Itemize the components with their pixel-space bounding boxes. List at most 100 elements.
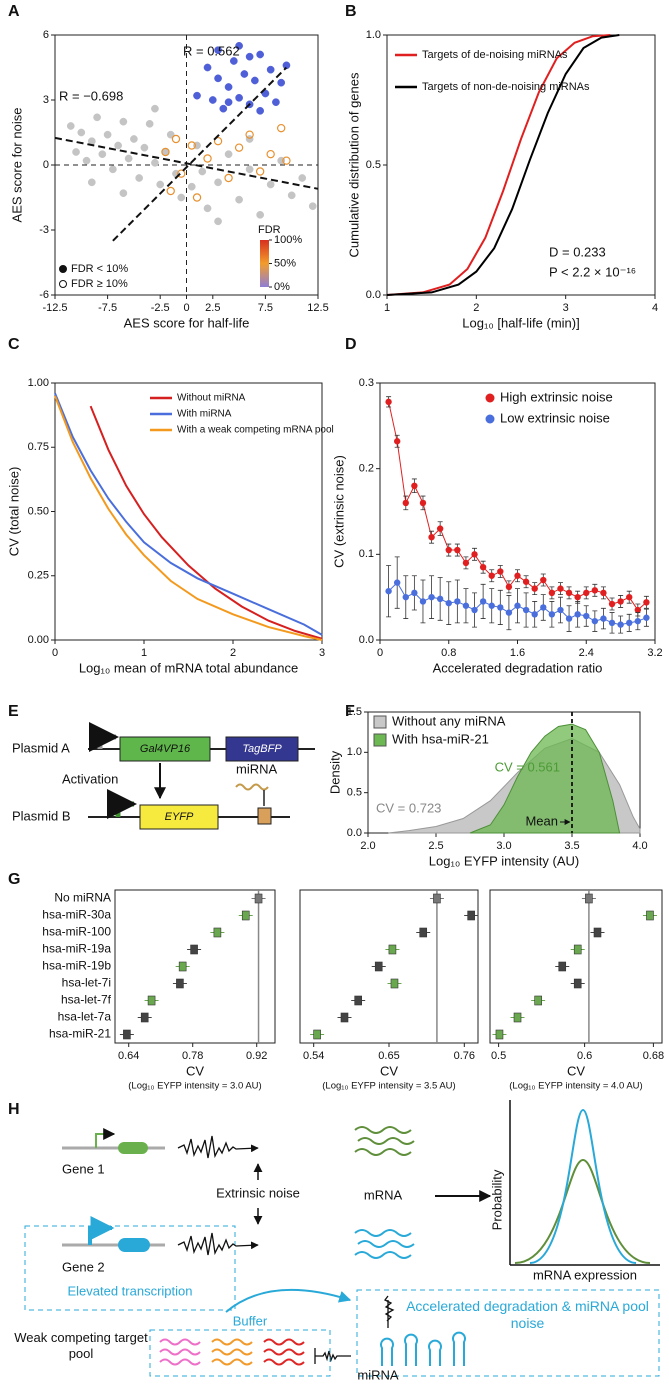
box-marker [467,910,475,921]
legend-label: FDR < 10% [71,263,128,275]
line [386,34,611,296]
scatter-point [235,195,243,204]
buffer-label: Buffer [233,1313,268,1328]
x-tick-label: -12.5 [42,302,67,314]
line [54,392,323,636]
gene-label: Gene 1 [62,1161,105,1176]
promoter [89,722,119,752]
legend-marker [59,265,67,273]
legend-label: With a weak competing mRNA pool [177,425,334,436]
plot-frame [299,889,479,1044]
x-tick-label: -7.5 [98,302,117,314]
target-waves [263,1338,305,1366]
annotation: D = 0.233 [549,244,606,259]
noise-trace [177,1135,259,1159]
box-marker [573,944,582,955]
weak-pool-label-text: Weak competing target pool [14,1330,148,1361]
box-marker [513,1012,522,1023]
scatter-point [114,141,122,150]
scatter-point [245,165,254,174]
x-tick-label: 3 [319,647,325,659]
point [617,598,624,605]
point [608,600,616,608]
panel-label: A [8,3,20,20]
x-tick-label: 3.0 [496,840,511,852]
point [488,572,495,579]
box-marker [176,978,184,989]
point [522,578,530,585]
point [428,534,435,541]
scatter-point [119,189,128,198]
point [479,598,487,605]
x-tick-label: 3 [563,302,569,314]
mirna-wave [235,783,269,791]
scatter-point [187,182,196,191]
point [540,604,547,611]
scatter-point [224,173,233,183]
x-axis-label: Accelerated degradation ratio [433,660,603,675]
scatter-point [245,130,254,139]
scatter-point [151,158,159,167]
x-tick-label: 1 [141,647,147,659]
scatter-point [208,96,217,104]
point [445,599,452,607]
scatter-point [255,167,265,176]
fit-line [112,66,288,242]
point [591,617,599,625]
point [436,525,444,532]
x-tick-label: 2.5 [205,302,220,314]
panel-label: D [345,336,357,353]
x-tick-label: 0.64 [118,1050,139,1062]
x-tick-label: -2.5 [151,302,170,314]
y-tick-label: 0.1 [359,548,374,560]
scatter-point [214,178,222,187]
x-tick-label: 7.5 [258,302,273,314]
point [488,602,495,609]
box-marker [123,1029,131,1040]
point [634,606,642,614]
accelerated-label-text: Accelerated degradation & miRNA pool noi… [406,1298,649,1331]
scatter-point [203,154,212,163]
point [626,619,633,627]
point [548,611,556,618]
box-marker [573,978,582,989]
point [471,551,478,558]
scatter-point [87,178,96,187]
x-tick-label: 0.5 [491,1050,506,1062]
scatter-point [145,119,154,128]
x-tick-label: 0.78 [182,1050,203,1062]
box-marker [147,995,156,1006]
scatter-point [93,113,101,122]
point [600,615,607,622]
x-tick-label: 12.5 [307,302,328,314]
legend-marker [485,393,495,403]
x-tick-label: 4 [652,302,658,314]
annotation: R = −0.698 [59,88,123,103]
y-tick-label: 0.75 [28,441,49,453]
line [89,405,323,640]
point [591,587,599,594]
y-tick-label: 0.50 [28,505,49,517]
box-marker [585,893,593,904]
point [531,585,538,592]
scatter-point [203,63,212,72]
expression-label: mRNA expression [533,1267,637,1282]
point [574,611,581,618]
category-label: hsa-miR-19b [42,959,111,973]
x-tick-label: 0.8 [441,647,456,659]
y-tick-label: 0.5 [366,159,381,171]
density-curve [529,1108,637,1264]
x-tick-label: 3.5 [564,840,579,852]
point [428,593,435,601]
gene-label: EYFP [165,811,194,823]
scatter-point [171,134,181,144]
x-tick-label: 2 [473,302,479,314]
probability-axes [509,1100,660,1266]
y-tick-label: 0.0 [366,289,381,301]
scatter-point [166,186,175,196]
point [411,589,418,597]
x-tick-label: 0.6 [577,1050,592,1062]
box-marker [213,927,222,938]
scatter-point [287,191,296,200]
